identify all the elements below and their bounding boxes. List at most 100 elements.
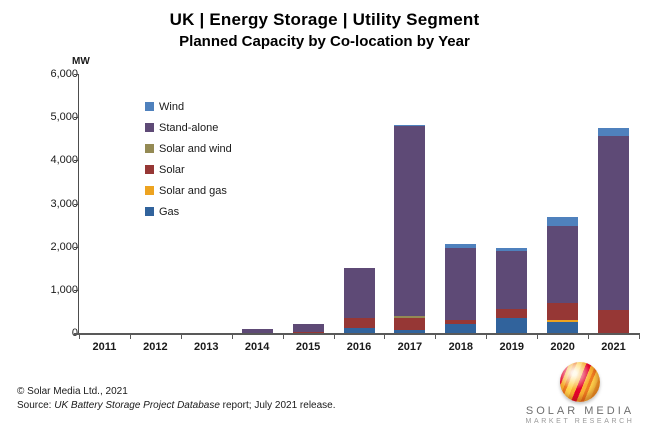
x-tick-mark <box>79 335 80 339</box>
x-tick-mark <box>588 335 590 339</box>
bar-segment-2020-wind <box>547 217 579 226</box>
bar-segment-2018-wind <box>445 244 477 248</box>
bar-segment-2015-stand-alone <box>292 323 324 332</box>
bar-segment-2017-stand-alone <box>394 126 426 316</box>
bar-segment-2016-gas <box>343 327 375 333</box>
legend-item-stand-alone: Stand-alone <box>145 117 232 138</box>
x-tick-mark <box>129 335 131 339</box>
y-tick-mark <box>74 74 78 75</box>
bar-segment-2017-solar-and-wind <box>394 315 426 318</box>
bar-segment-2020-stand-alone <box>547 225 579 303</box>
legend-swatch-icon <box>145 123 154 132</box>
solar-media-sphere-icon <box>560 362 600 402</box>
bar-2019 <box>496 247 528 333</box>
footer-source-database-name: UK Battery Storage Project Database <box>54 400 220 411</box>
footer-source-suffix: report; July 2021 release. <box>219 400 336 411</box>
x-tick-label-2016: 2016 <box>346 341 372 353</box>
x-tick-mark <box>333 335 335 339</box>
x-tick-label-2019: 2019 <box>499 341 524 353</box>
y-tick-label: 4,000 <box>50 154 78 167</box>
legend-label: Solar and wind <box>159 142 232 155</box>
legend-swatch-icon <box>145 207 154 216</box>
x-tick-label-2015: 2015 <box>295 341 321 353</box>
legend-item-gas: Gas <box>145 201 232 222</box>
solar-media-logo: SOLAR MEDIA MARKET RESEARCH <box>524 362 636 425</box>
y-tick-label: 2,000 <box>50 240 78 253</box>
legend: Wind Stand-alone Solar and wind Solar Solar … <box>145 96 232 222</box>
bar-segment-2019-stand-alone <box>496 251 528 310</box>
y-axis-unit-label: MW <box>72 56 90 67</box>
bar-segment-2017-gas <box>394 330 426 333</box>
bar-2018 <box>445 244 477 333</box>
y-tick-label: 3,000 <box>50 197 78 210</box>
bar-segment-2017-wind <box>394 125 426 127</box>
x-tick-mark <box>537 335 539 339</box>
y-tick-mark <box>74 203 78 205</box>
bar-2017 <box>394 125 426 333</box>
bar-segment-2014-stand-alone <box>241 329 273 333</box>
x-tick-mark <box>231 335 233 339</box>
logo-name: SOLAR MEDIA <box>525 405 635 417</box>
x-axis-line <box>74 333 640 335</box>
x-tick-label-2020: 2020 <box>550 341 575 353</box>
bar-segment-2020-solar-and-gas <box>547 320 579 323</box>
plot-area <box>79 74 639 333</box>
legend-item-solar: Solar <box>145 159 232 180</box>
y-tick-mark <box>74 246 78 248</box>
bar-2021 <box>598 128 630 333</box>
bar-segment-2019-wind <box>496 247 528 252</box>
bar-segment-2020-solar <box>547 302 579 321</box>
bar-segment-2021-stand-alone <box>598 136 630 310</box>
y-tick-mark <box>74 117 78 119</box>
bar-segment-2017-solar <box>394 317 426 331</box>
y-tick-mark <box>74 289 78 291</box>
x-tick-mark <box>639 335 640 339</box>
bar-segment-2021-wind <box>598 128 630 137</box>
bar-segment-2021-solar <box>598 309 630 333</box>
x-tick-mark <box>435 335 437 339</box>
legend-swatch-icon <box>145 165 154 174</box>
footer-copyright: © Solar Media Ltd., 2021 <box>17 386 128 397</box>
x-tick-label-2013: 2013 <box>194 341 219 353</box>
bar-segment-2020-gas <box>547 322 579 333</box>
legend-label: Stand-alone <box>159 121 219 134</box>
legend-item-solar-and-wind: Solar and wind <box>145 138 232 159</box>
bar-2020 <box>547 217 579 333</box>
bar-segment-2016-solar <box>343 317 375 328</box>
bar-2014 <box>241 329 273 333</box>
footer-source-prefix: Source: <box>17 400 55 411</box>
bar-segment-2016-stand-alone <box>343 268 375 318</box>
y-tick-mark <box>74 160 78 162</box>
bar-2015 <box>292 323 324 333</box>
x-tick-label-2017: 2017 <box>397 341 423 353</box>
page-title: UK | Energy Storage | Utility Segment <box>169 10 480 29</box>
x-tick-label-2014: 2014 <box>244 341 270 353</box>
bar-segment-2019-solar <box>496 309 528 319</box>
bar-segment-2015-solar <box>292 331 324 333</box>
legend-swatch-icon <box>145 144 154 153</box>
bar-2016 <box>343 268 375 333</box>
page-subtitle: Planned Capacity by Co-location by Year <box>179 33 470 50</box>
legend-swatch-icon <box>145 186 154 195</box>
x-tick-mark <box>282 335 284 339</box>
x-tick-mark <box>486 335 488 339</box>
x-tick-label-2021: 2021 <box>601 341 626 353</box>
legend-label: Solar and gas <box>159 184 227 197</box>
footer-source: Source: UK Battery Storage Project Datab… <box>17 400 336 411</box>
legend-swatch-icon <box>145 102 154 111</box>
bar-segment-2018-solar <box>445 320 477 325</box>
x-tick-mark <box>180 335 182 339</box>
x-tick-label-2018: 2018 <box>448 341 474 353</box>
bar-segment-2018-gas <box>445 324 477 333</box>
y-tick-label: 0 <box>18 327 78 339</box>
y-tick-label: 1,000 <box>50 283 78 296</box>
y-axis-line <box>78 74 79 333</box>
legend-item-wind: Wind <box>145 96 232 117</box>
y-tick-label: 6,000 <box>50 68 78 80</box>
legend-item-solar-and-gas: Solar and gas <box>145 180 232 201</box>
bar-segment-2018-stand-alone <box>445 247 477 321</box>
logo-tagline: MARKET RESEARCH <box>525 418 635 425</box>
legend-label: Wind <box>159 100 185 113</box>
x-tick-label-2011: 2011 <box>92 341 117 353</box>
